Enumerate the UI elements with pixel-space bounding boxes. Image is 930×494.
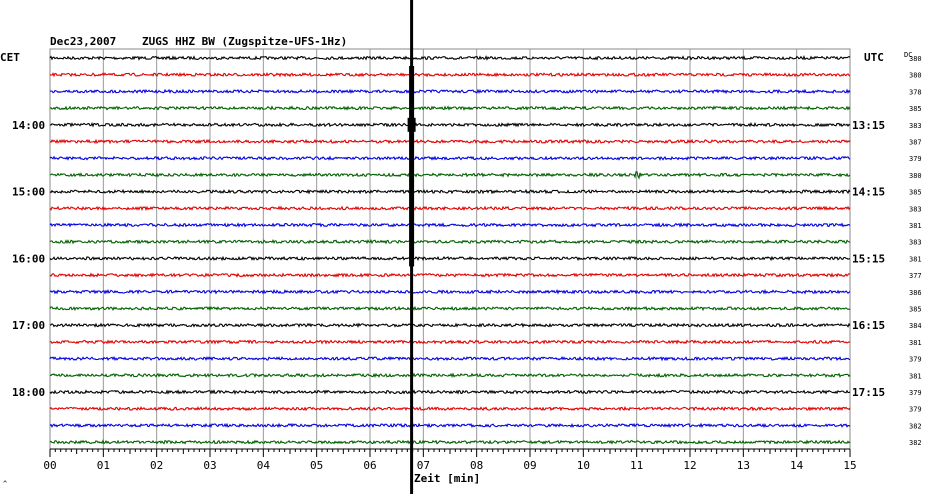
seismic-trace <box>49 288 851 295</box>
dc-value: 381 <box>909 222 922 230</box>
event-signal <box>409 66 415 267</box>
dc-value: 380 <box>909 55 922 63</box>
seismic-trace <box>49 305 851 312</box>
utc-hour-label: 17:15 <box>852 386 885 399</box>
seismic-trace <box>49 188 851 195</box>
seismic-trace <box>49 422 851 429</box>
cet-hour-label: 14:00 <box>12 119 45 132</box>
dc-value: 380 <box>909 72 922 80</box>
dc-value: 385 <box>909 306 922 314</box>
seismic-trace <box>49 88 851 95</box>
x-tick-label: 04 <box>257 459 271 472</box>
dc-value: 379 <box>909 155 922 163</box>
x-tick-label: 14 <box>790 459 804 472</box>
seismic-trace <box>49 55 851 61</box>
dc-value: 385 <box>909 189 922 197</box>
seismic-trace <box>49 439 851 445</box>
dc-value: 387 <box>909 139 922 147</box>
x-tick-label: 11 <box>630 459 643 472</box>
time-axis: 00 01 02 03 04 05 06 07 08 09 10 11 12 13 14 15 <box>43 448 857 472</box>
seismic-trace <box>49 71 851 78</box>
utc-hour-labels: 13:15 14:15 15:15 16:15 17:15 <box>852 119 885 399</box>
dc-value: 380 <box>909 172 922 180</box>
x-tick-label: 02 <box>150 459 163 472</box>
dc-value: 382 <box>909 422 922 430</box>
seismic-trace <box>49 339 851 345</box>
time-grid <box>49 48 851 450</box>
seismic-trace <box>49 355 851 362</box>
right-timezone-label: UTC <box>864 51 884 64</box>
utc-hour-label: 14:15 <box>852 186 885 199</box>
x-tick-label: 01 <box>97 459 110 472</box>
seismic-trace <box>49 138 851 145</box>
cet-hour-label: 15:00 <box>12 186 45 199</box>
dc-value: 381 <box>909 255 922 263</box>
x-tick-label: 15 <box>843 459 856 472</box>
dc-value: 381 <box>909 339 922 347</box>
x-tick-label: 10 <box>577 459 590 472</box>
dc-value: 383 <box>909 205 922 213</box>
dc-value: 386 <box>909 289 922 297</box>
corner-mark: ^ <box>3 480 7 488</box>
dc-value: 385 <box>909 105 922 113</box>
dc-value: 378 <box>909 88 922 96</box>
dc-value: 384 <box>909 322 922 330</box>
seismic-trace <box>49 255 850 262</box>
cet-hour-label: 17:00 <box>12 319 45 332</box>
seismic-trace <box>49 205 851 212</box>
x-tick-label: 12 <box>683 459 696 472</box>
x-tick-label: 07 <box>417 459 430 472</box>
x-tick-label: 09 <box>523 459 536 472</box>
x-tick-label: 08 <box>470 459 483 472</box>
x-axis-title: Zeit [min] <box>414 472 480 485</box>
x-tick-label: 00 <box>43 459 56 472</box>
seismic-trace <box>49 155 851 162</box>
x-tick-label: 05 <box>310 459 323 472</box>
x-tick-label: 03 <box>203 459 216 472</box>
station-title: ZUGS HHZ BW (Zugspitze-UFS-1Hz) <box>142 35 347 48</box>
utc-hour-label: 15:15 <box>852 252 885 265</box>
x-tick-label: 06 <box>363 459 376 472</box>
trace-group <box>49 55 851 445</box>
dc-value: 381 <box>909 372 922 380</box>
event-marker <box>407 0 416 494</box>
dc-value: 377 <box>909 272 922 280</box>
utc-hour-label: 16:15 <box>852 319 885 332</box>
dc-value-column: 380 380 378 385 383 387 379 380 385 383 381 383 381 3… <box>909 55 922 447</box>
seismic-trace <box>49 405 851 412</box>
plot-frame <box>49 48 851 450</box>
cet-hour-label: 18:00 <box>12 386 45 399</box>
dc-value: 383 <box>909 239 922 247</box>
dc-value: 379 <box>909 389 922 397</box>
seismic-trace <box>49 389 851 395</box>
seismic-trace <box>49 238 851 245</box>
seismic-trace <box>49 322 851 329</box>
dc-value: 383 <box>909 122 922 130</box>
x-tick-label: 13 <box>737 459 750 472</box>
seismic-trace <box>49 121 851 128</box>
cet-hour-label: 16:00 <box>12 252 45 265</box>
seismic-trace <box>49 105 851 111</box>
cet-hour-labels: 14:00 15:00 16:00 17:00 18:00 <box>12 119 45 399</box>
event-peak <box>407 117 416 132</box>
seismic-trace <box>49 372 851 379</box>
left-timezone-label: CET <box>0 51 20 64</box>
seismic-trace <box>49 171 851 180</box>
utc-hour-label: 13:15 <box>852 119 885 132</box>
dc-value: 382 <box>909 439 922 447</box>
dc-column-header: DC <box>904 51 912 59</box>
seismic-trace <box>49 272 851 278</box>
seismic-trace <box>49 222 851 228</box>
dc-value: 379 <box>909 406 922 414</box>
date-label: Dec23,2007 <box>50 35 116 48</box>
dc-value: 379 <box>909 356 922 364</box>
